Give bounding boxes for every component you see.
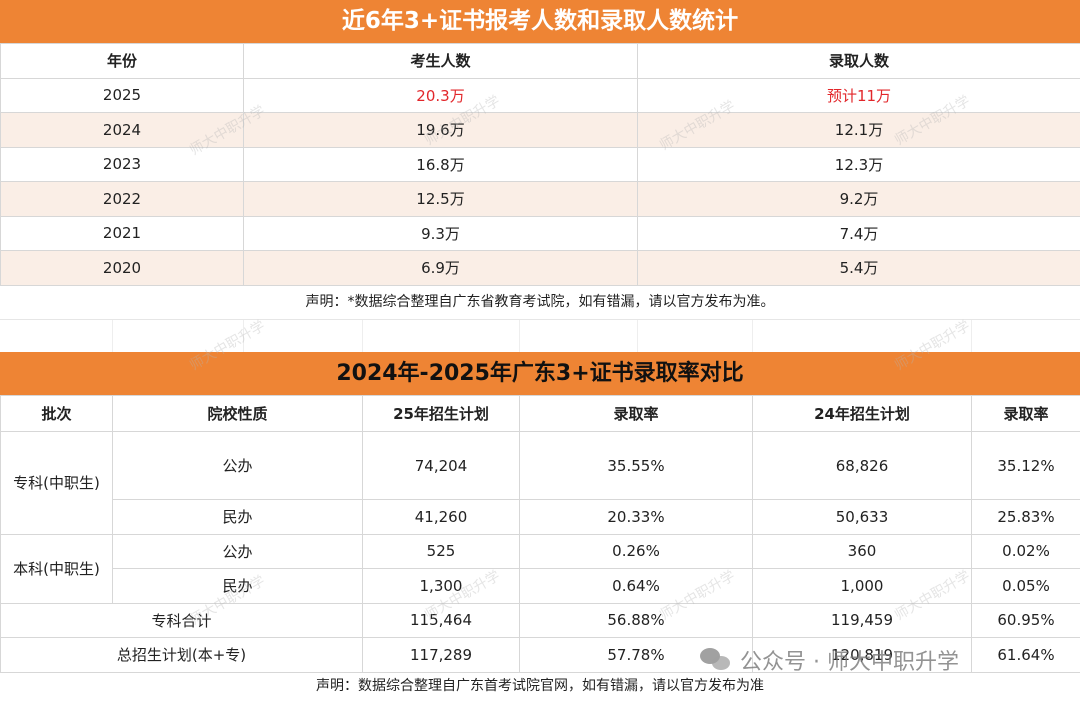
col-header-rate-2024: 录取率: [971, 395, 1080, 432]
cell-admitted: 12.3万: [637, 146, 1080, 182]
cell-rate-2025: 35.55%: [519, 431, 753, 500]
table2-disclaimer: 声明：数据综合整理自广东首考试院官网，如有错漏，请以官方发布为准: [316, 678, 764, 694]
cell-plan-2025: 115,464: [362, 602, 520, 638]
cell-year: 2023: [0, 146, 244, 182]
table-row: 2022 12.5万 9.2万: [0, 181, 1080, 217]
cell-rate-2025: 0.64%: [519, 568, 753, 604]
cell-rate-2024: 25.83%: [971, 499, 1080, 535]
table1-disclaimer: 声明：*数据综合整理自广东省教育考试院，如有错漏，请以官方发布为准。: [0, 285, 1080, 320]
table-header-row: 批次 院校性质 25年招生计划 录取率 24年招生计划 录取率: [0, 395, 1080, 432]
cell-year: 2021: [0, 215, 244, 251]
cell-plan-2025: 41,260: [362, 499, 520, 535]
table2-title: 2024年-2025年广东3+证书录取率对比: [0, 352, 1080, 395]
cell-rate-2025: 0.26%: [519, 533, 753, 569]
cell-plan-2024: 68,826: [752, 431, 972, 500]
table1-title: 近6年3+证书报考人数和录取人数统计: [0, 0, 1080, 43]
cell-plan-2025: 1,300: [362, 568, 520, 604]
col-header-school-type: 院校性质: [112, 395, 363, 432]
cell-year: 2022: [0, 181, 244, 217]
cell-plan-2025: 525: [362, 533, 520, 569]
cell-school-type: 民办: [112, 568, 363, 604]
cell-admitted: 预计11万: [637, 77, 1080, 113]
admission-stats-table: 年份 考生人数 录取人数 2025 20.3万 预计11万 2024 19.6万…: [0, 43, 1080, 286]
col-header-rate-2025: 录取率: [519, 395, 753, 432]
cell-candidates: 16.8万: [243, 146, 638, 182]
cell-admitted: 5.4万: [637, 250, 1080, 286]
cell-rate-2025: 56.88%: [519, 602, 753, 638]
cell-plan-2024: 1,000: [752, 568, 972, 604]
table-row-total: 专科合计 115,464 56.88% 119,459 60.95%: [0, 602, 1080, 638]
cell-candidates: 6.9万: [243, 250, 638, 286]
table-row: 2020 6.9万 5.4万: [0, 250, 1080, 286]
cell-candidates: 12.5万: [243, 181, 638, 217]
admission-rate-table: 批次 院校性质 25年招生计划 录取率 24年招生计划 录取率 专科(中职生) …: [0, 395, 1080, 673]
cell-admitted: 7.4万: [637, 215, 1080, 251]
col-header-candidates: 考生人数: [243, 43, 638, 79]
cell-school-type: 民办: [112, 499, 363, 535]
col-header-plan-2025: 25年招生计划: [362, 395, 520, 432]
table-row: 2024 19.6万 12.1万: [0, 112, 1080, 148]
cell-plan-2024: 119,459: [752, 602, 972, 638]
cell-batch: 本科(中职生): [0, 533, 113, 604]
cell-school-type: 公办: [112, 431, 363, 500]
table-row: 2021 9.3万 7.4万: [0, 215, 1080, 251]
col-header-batch: 批次: [0, 395, 113, 432]
col-header-year: 年份: [0, 43, 244, 79]
col-header-admitted: 录取人数: [637, 43, 1080, 79]
table-row-total: 总招生计划(本+专) 117,289 57.78% 120,819 61.64%: [0, 637, 1080, 673]
cell-admitted: 12.1万: [637, 112, 1080, 148]
table-row: 2025 20.3万 预计11万: [0, 77, 1080, 113]
cell-plan-2024: 50,633: [752, 499, 972, 535]
col-header-plan-2024: 24年招生计划: [752, 395, 972, 432]
table-row: 专科(中职生) 公办 74,204 35.55% 68,826 35.12%: [0, 431, 1080, 535]
cell-rate-2024: 0.05%: [971, 568, 1080, 604]
cell-rate-2025: 20.33%: [519, 499, 753, 535]
cell-school-type: 公办: [112, 533, 363, 569]
cell-total-label: 总招生计划(本+专): [0, 637, 363, 673]
cell-rate-2024: 61.64%: [971, 637, 1080, 673]
cell-batch: 专科(中职生): [0, 431, 113, 535]
cell-candidates: 9.3万: [243, 215, 638, 251]
cell-plan-2024: 120,819: [752, 637, 972, 673]
cell-candidates: 19.6万: [243, 112, 638, 148]
cell-candidates: 20.3万: [243, 77, 638, 113]
cell-plan-2025: 117,289: [362, 637, 520, 673]
cell-rate-2024: 0.02%: [971, 533, 1080, 569]
divider-grid: [0, 320, 1080, 352]
cell-rate-2024: 60.95%: [971, 602, 1080, 638]
cell-year: 2024: [0, 112, 244, 148]
cell-admitted: 9.2万: [637, 181, 1080, 217]
wechat-account-watermark: 公众号 · 师大中职升学: [700, 640, 1060, 680]
table-row: 民办 41,260 20.33% 50,633 25.83%: [1, 499, 1080, 535]
table-row: 2023 16.8万 12.3万: [0, 146, 1080, 182]
table-row: 本科(中职生) 公办 525 0.26% 360 0.02%: [0, 533, 1080, 604]
table-row: 民办 1,300 0.64% 1,000 0.05%: [1, 568, 1080, 604]
cell-year: 2020: [0, 250, 244, 286]
wechat-icon: [700, 646, 732, 674]
cell-year: 2025: [0, 77, 244, 113]
cell-total-label: 专科合计: [0, 602, 363, 638]
cell-plan-2024: 360: [752, 533, 972, 569]
cell-plan-2025: 74,204: [362, 431, 520, 500]
wechat-account-label: 公众号 · 师大中职升学: [740, 650, 959, 675]
table-header-row: 年份 考生人数 录取人数: [0, 43, 1080, 79]
cell-rate-2024: 35.12%: [971, 431, 1080, 500]
